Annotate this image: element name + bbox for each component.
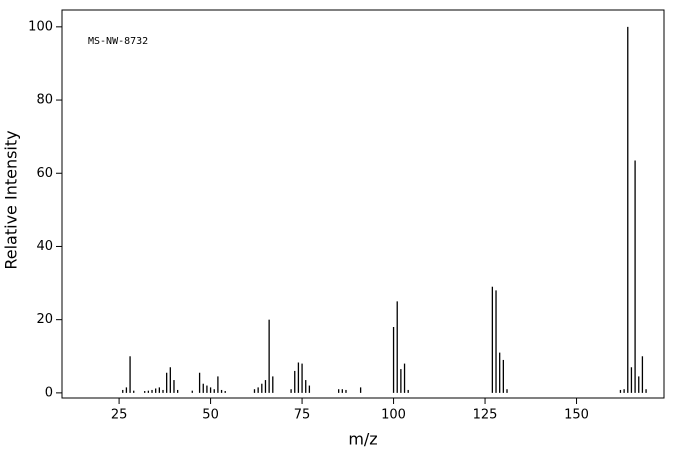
plot-frame [61,9,665,399]
y-tick-label: 100 [28,19,53,34]
y-tick-label: 0 [45,385,53,400]
annotation: MS-NW-8732 [88,36,148,47]
x-tick-label: 100 [381,408,406,423]
y-tick-label: 60 [36,166,53,181]
x-tick-label: 125 [473,408,498,423]
x-tick-label: 50 [202,408,219,423]
x-tick-label: 150 [564,408,589,423]
y-tick-label: 20 [36,312,53,327]
x-tick-label: 75 [294,408,311,423]
y-tick-label: 80 [36,93,53,108]
x-tick-label: 25 [111,408,128,423]
y-tick-label: 40 [36,239,53,254]
x-axis-label: m/z [348,430,377,449]
y-axis-label: Relative Intensity [2,130,21,269]
